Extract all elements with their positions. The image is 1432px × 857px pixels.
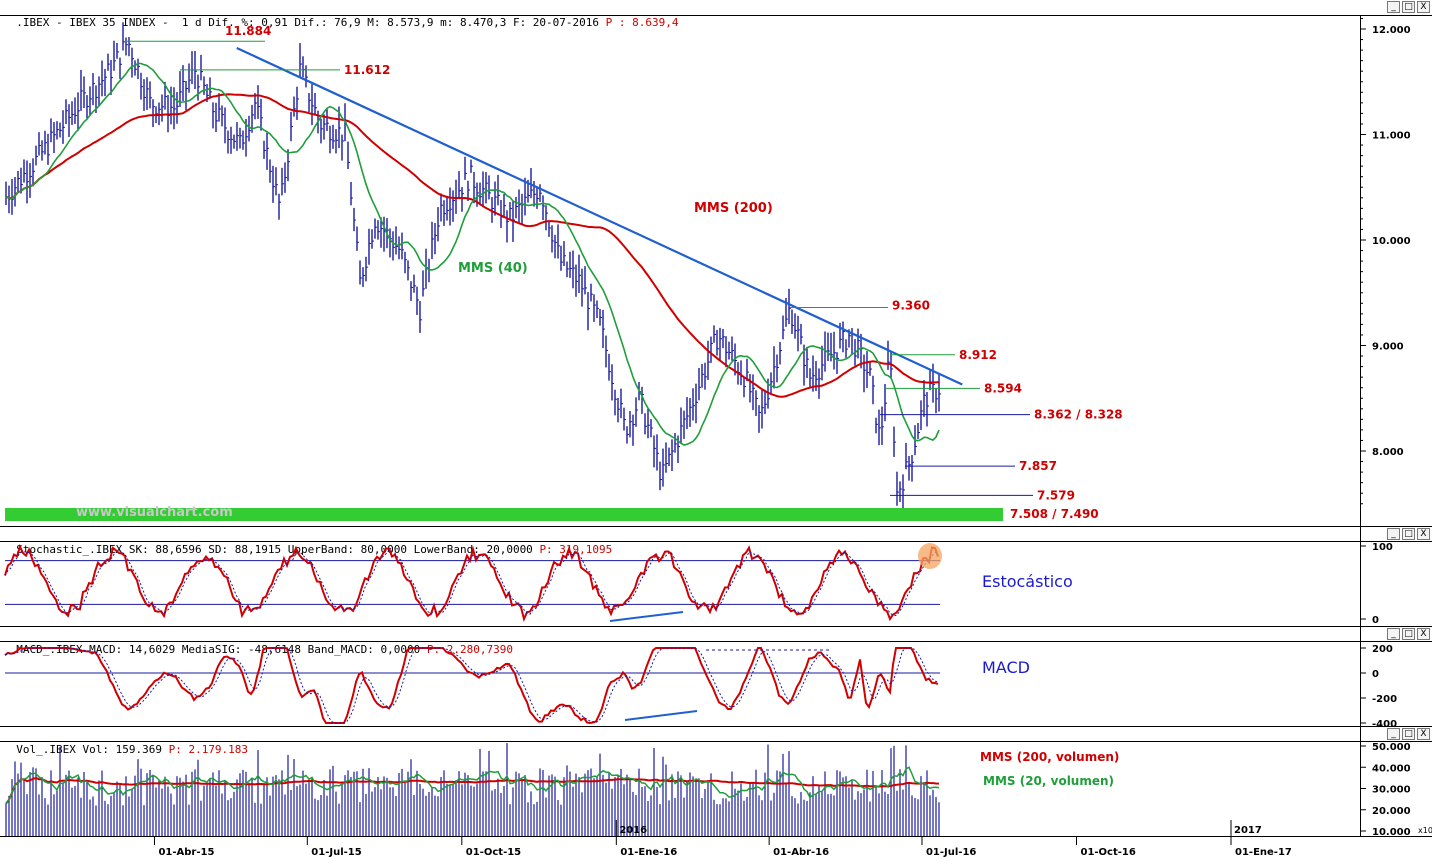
price-header-text: .IBEX - IBEX 35 INDEX - 1 d Dif. %: 0,91… bbox=[16, 16, 600, 29]
price-panel-header: .IBEX - IBEX 35 INDEX - 1 d Dif. %: 0,91… bbox=[0, 0, 1432, 29]
volume-window-controls: _ □ X bbox=[1387, 728, 1430, 740]
support-zone-label: 7.508 / 7.490 bbox=[1010, 507, 1099, 521]
volume-legend-mms20: MMS (20, volumen) bbox=[983, 774, 1114, 788]
volume-mms200-line bbox=[5, 776, 940, 805]
macd-header-p: P: 2.280,7390 bbox=[426, 643, 513, 656]
close-button[interactable]: X bbox=[1417, 728, 1430, 740]
minimize-button[interactable]: _ bbox=[1387, 628, 1400, 640]
volume-panel-header: Vol_.IBEX Vol: 159.369 P: 2.179.183 _ □ … bbox=[0, 727, 1432, 756]
stochastic-highlight bbox=[918, 543, 942, 569]
price-level-label: 8.912 bbox=[959, 348, 997, 362]
volume-mms20-line bbox=[5, 766, 940, 805]
price-header-p: P : 8.639,4 bbox=[605, 16, 679, 29]
price-axis-label: 8.000 bbox=[1372, 447, 1404, 458]
macd-title: MACD bbox=[982, 658, 1030, 677]
legend-mms40: MMS (40) bbox=[458, 261, 528, 276]
price-axis-label: 9.000 bbox=[1372, 342, 1404, 353]
time-axis-label: 01-Ene-17 bbox=[1235, 847, 1292, 857]
maximize-button[interactable]: □ bbox=[1402, 1, 1415, 13]
stochastic-sd-line bbox=[4, 549, 939, 617]
volume-axis-label: 40.000 bbox=[1372, 763, 1411, 774]
macd-window-controls: _ □ X bbox=[1387, 628, 1430, 640]
price-moving-averages bbox=[5, 46, 963, 446]
price-level-label: 9.360 bbox=[892, 299, 930, 313]
stochastic-window-controls: _ □ X bbox=[1387, 528, 1430, 540]
support-zone-band bbox=[5, 508, 1003, 521]
time-axis-label: 01-Ene-16 bbox=[620, 847, 677, 857]
price-level-label: 8.594 bbox=[984, 381, 1022, 395]
stochastic-sk-line bbox=[4, 543, 939, 623]
downtrend-line bbox=[236, 46, 963, 386]
price-axis-label: 10.000 bbox=[1372, 236, 1411, 247]
volume-header-p: P: 2.179.183 bbox=[168, 743, 249, 756]
close-button[interactable]: X bbox=[1417, 1, 1430, 13]
year-label: 2016 bbox=[619, 825, 647, 836]
price-axis-label: 11.000 bbox=[1372, 131, 1411, 142]
stochastic-header-text: Stochastic_.IBEX SK: 88,6596 SD: 88,1915… bbox=[16, 543, 533, 556]
volume-axis-label: 20.000 bbox=[1372, 806, 1411, 817]
maximize-button[interactable]: □ bbox=[1402, 528, 1415, 540]
price-level-label: 11.884 bbox=[225, 24, 271, 38]
year-label: 2017 bbox=[1234, 825, 1262, 836]
minimize-button[interactable]: _ bbox=[1387, 528, 1400, 540]
price-level-label: 7.579 bbox=[1037, 488, 1075, 502]
macd-axis-label: -200 bbox=[1372, 694, 1397, 705]
time-axis-label: 01-Abr-15 bbox=[158, 847, 214, 857]
volume-axis-label: 30.000 bbox=[1372, 785, 1411, 796]
price-level-label: 7.857 bbox=[1019, 459, 1057, 473]
panel-frames bbox=[0, 15, 1432, 837]
time-axis-label: 01-Oct-16 bbox=[1080, 847, 1135, 857]
stochastic-header-p: P: 319,1095 bbox=[539, 543, 613, 556]
macd-header-text: MACD_.IBEX MACD: 14,6029 MediaSIG: -48,6… bbox=[16, 643, 421, 656]
axes: 12.000 11.000 10.000 9.000 8.000 100 0 200 0 -200… bbox=[153, 17, 1432, 857]
volume-unit-label: x10 bbox=[1418, 826, 1432, 835]
minimize-button[interactable]: _ bbox=[1387, 728, 1400, 740]
macd-axis-label: 200 bbox=[1372, 644, 1393, 655]
macd-divergence-line bbox=[624, 710, 698, 721]
volume-axis-label: 10.000 bbox=[1372, 827, 1411, 838]
time-axis-label: 01-Oct-15 bbox=[466, 847, 521, 857]
volume-header-text: Vol_.IBEX Vol: 159.369 bbox=[16, 743, 162, 756]
close-button[interactable]: X bbox=[1417, 528, 1430, 540]
stochastic-lines bbox=[4, 543, 942, 623]
macd-axis-label: 0 bbox=[1372, 669, 1379, 680]
stochastic-axis-label: 0 bbox=[1372, 615, 1379, 626]
macd-lines bbox=[4, 646, 940, 725]
maximize-button[interactable]: □ bbox=[1402, 728, 1415, 740]
close-button[interactable]: X bbox=[1417, 628, 1430, 640]
mms40-line bbox=[5, 62, 940, 446]
volume-axis-label: 50.000 bbox=[1372, 742, 1411, 753]
macd-axis-label: -400 bbox=[1372, 719, 1397, 730]
price-levels: 11.884 11.612 9.360 8.912 8.594 8.362 / 8.328… bbox=[5, 24, 1123, 521]
price-level-label: 11.612 bbox=[344, 63, 390, 77]
mms200-line bbox=[5, 93, 940, 398]
stochastic-panel-header: Stochastic_.IBEX SK: 88,6596 SD: 88,1915… bbox=[0, 527, 1432, 556]
price-level-label: 8.362 / 8.328 bbox=[1034, 408, 1123, 422]
minimize-button[interactable]: _ bbox=[1387, 1, 1400, 13]
watermark: www.visualchart.com bbox=[76, 505, 233, 520]
price-axis-label: 12.000 bbox=[1372, 25, 1411, 36]
time-axis-label: 01-Jul-16 bbox=[926, 847, 976, 857]
volume-legend-mms200: MMS (200, volumen) bbox=[980, 750, 1119, 764]
volume-bars bbox=[5, 743, 940, 836]
macd-signal-line bbox=[4, 647, 939, 724]
time-axis-label: 01-Abr-16 bbox=[773, 847, 829, 857]
price-window-controls: _ □ X bbox=[1387, 1, 1430, 13]
stochastic-title: Estocástico bbox=[982, 572, 1073, 591]
legend-mms200: MMS (200) bbox=[694, 201, 773, 216]
stochastic-divergence-line bbox=[609, 611, 684, 622]
macd-panel-header: MACD_.IBEX MACD: 14,6029 MediaSIG: -48,6… bbox=[0, 627, 1432, 656]
stochastic-axis-label: 100 bbox=[1372, 542, 1393, 553]
time-axis-label: 01-Jul-15 bbox=[311, 847, 361, 857]
macd-line bbox=[4, 646, 939, 725]
maximize-button[interactable]: □ bbox=[1402, 628, 1415, 640]
